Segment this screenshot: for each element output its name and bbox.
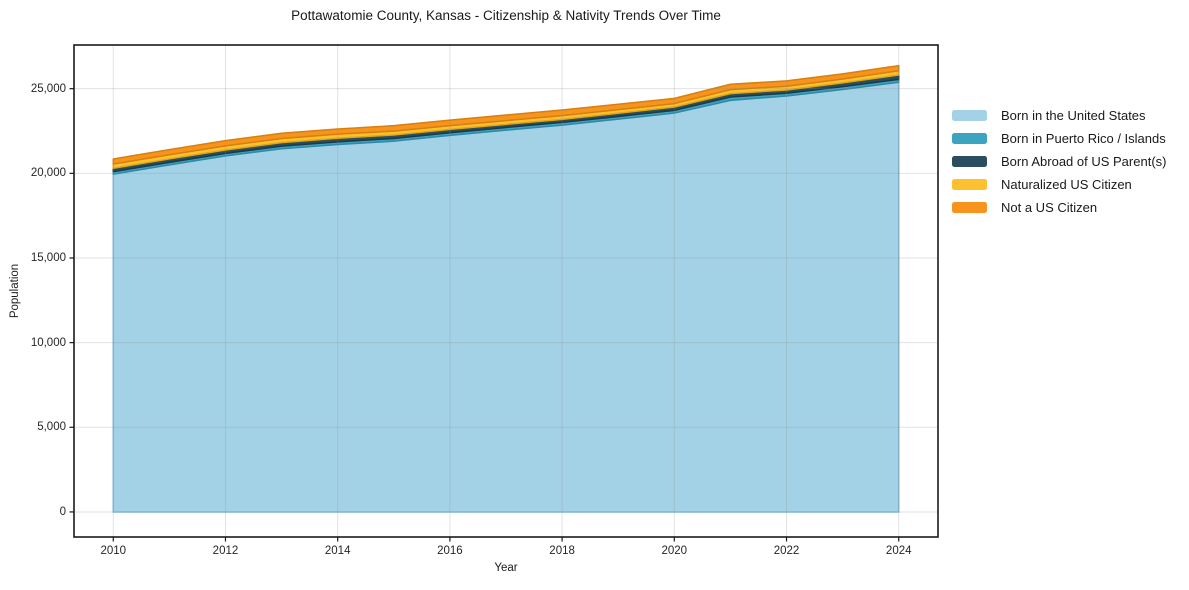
plot-border <box>73 44 939 538</box>
legend-item: Born in the United States <box>952 104 1166 127</box>
legend-item: Not a US Citizen <box>952 196 1166 219</box>
chart-title: Pottawatomie County, Kansas - Citizenshi… <box>291 8 721 23</box>
x-tick-label: 2020 <box>661 545 688 557</box>
y-tick-label: 20,000 <box>30 167 66 180</box>
gridlines <box>74 45 938 537</box>
legend: Born in the United States Born in Puerto … <box>952 104 1166 219</box>
y-axis-title: Population <box>9 263 21 319</box>
legend-swatch <box>952 202 987 213</box>
y-tick-label: 15,000 <box>30 251 66 264</box>
legend-label: Not a US Citizen <box>1001 200 1098 215</box>
y-tick-label: 25,000 <box>30 82 66 95</box>
x-tick-label: 2010 <box>100 545 127 557</box>
x-tick-label: 2018 <box>549 545 575 557</box>
legend-swatch <box>952 156 987 167</box>
y-tick-label: 5,000 <box>37 421 66 434</box>
axis-ticks <box>69 88 900 542</box>
x-tick-label: 2014 <box>324 545 351 557</box>
area-series-4 <box>112 64 900 165</box>
x-tick-label: 2022 <box>773 545 800 557</box>
plot-group <box>73 44 939 538</box>
x-tick-label: 2016 <box>437 545 463 557</box>
legend-label: Naturalized US Citizen <box>1001 177 1132 192</box>
legend-swatch <box>952 110 987 121</box>
area-stack <box>112 64 900 513</box>
legend-label: Born in the United States <box>1001 108 1146 123</box>
x-axis-title: Year <box>494 562 518 574</box>
x-tick-label: 2024 <box>885 545 912 557</box>
x-tick-label: 2012 <box>212 545 239 557</box>
legend-item: Born Abroad of US Parent(s) <box>952 150 1166 173</box>
y-tick-label: 10,000 <box>30 336 66 349</box>
legend-item: Naturalized US Citizen <box>952 173 1166 196</box>
legend-label: Born Abroad of US Parent(s) <box>1001 154 1167 169</box>
y-tick-label: 0 <box>59 505 66 518</box>
legend-item: Born in Puerto Rico / Islands <box>952 127 1166 150</box>
legend-swatch <box>952 133 987 144</box>
legend-swatch <box>952 179 987 190</box>
legend-label: Born in Puerto Rico / Islands <box>1001 131 1166 146</box>
